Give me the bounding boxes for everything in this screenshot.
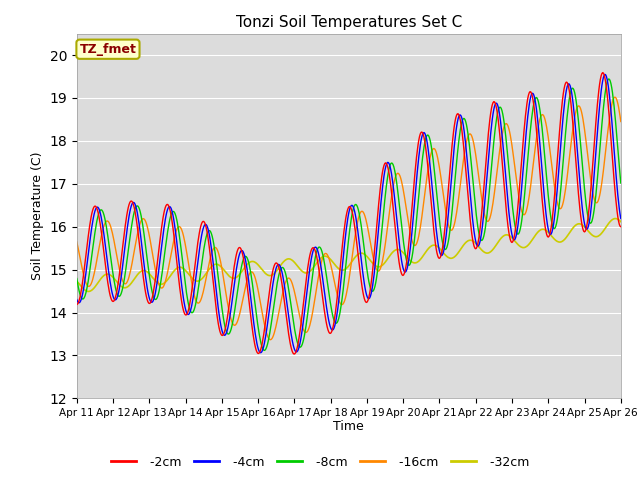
- X-axis label: Time: Time: [333, 420, 364, 432]
- Text: TZ_fmet: TZ_fmet: [79, 43, 136, 56]
- Legend:  -2cm,  -4cm,  -8cm,  -16cm,  -32cm: -2cm, -4cm, -8cm, -16cm, -32cm: [106, 451, 534, 474]
- Y-axis label: Soil Temperature (C): Soil Temperature (C): [31, 152, 44, 280]
- Title: Tonzi Soil Temperatures Set C: Tonzi Soil Temperatures Set C: [236, 15, 462, 30]
